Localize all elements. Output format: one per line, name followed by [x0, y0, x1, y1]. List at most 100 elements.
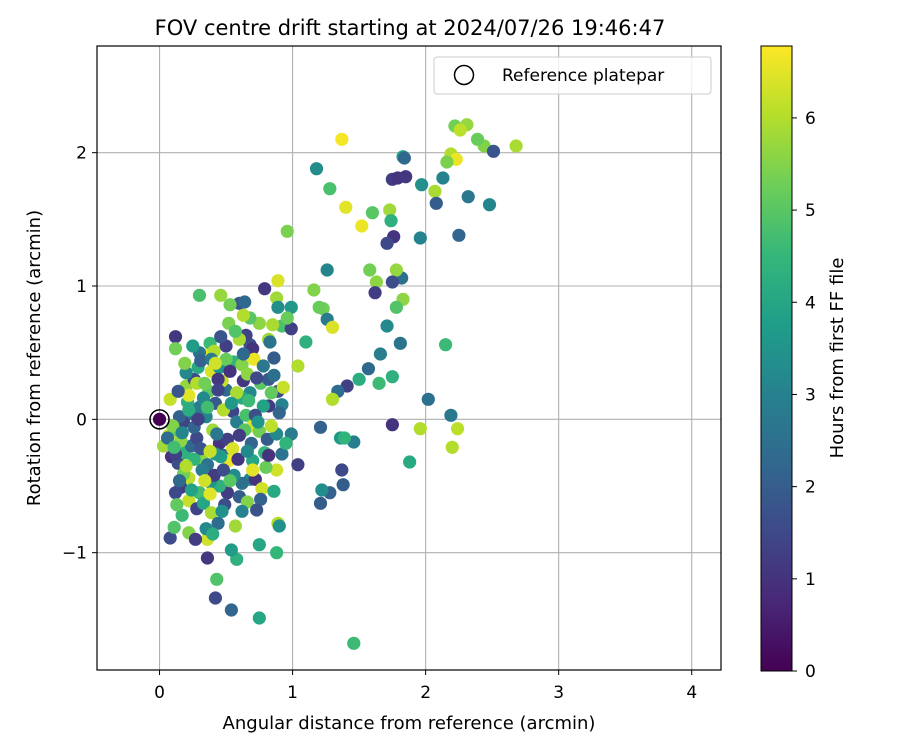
scatter-point [163, 392, 177, 406]
scatter-point [240, 444, 254, 458]
scatter-point [258, 282, 272, 296]
scatter-point [271, 274, 285, 288]
scatter-point [373, 347, 387, 361]
y-tick-label: −1 [62, 544, 87, 564]
scatter-point [211, 372, 225, 386]
scatter-point [309, 162, 324, 176]
scatter-point [210, 572, 224, 586]
colorbar-tick-label: 4 [805, 293, 816, 313]
scatter-point [393, 336, 407, 350]
scatter-point [385, 418, 399, 432]
scatter-point [223, 474, 237, 488]
x-tick-label: 0 [154, 683, 165, 703]
scatter-point [347, 636, 361, 650]
scatter-point [223, 298, 237, 312]
scatter-point [186, 339, 200, 353]
scatter-point [279, 436, 293, 450]
scatter-point [208, 591, 223, 605]
scatter-point [313, 496, 328, 510]
scatter-point [383, 203, 397, 217]
scatter-point [175, 508, 189, 522]
scatter-point [172, 474, 187, 488]
scatter-point [166, 419, 180, 433]
scatter-point [219, 352, 233, 366]
scatter-point [235, 504, 249, 518]
colorbar-tick-label: 3 [805, 385, 816, 405]
scatter-point [203, 444, 217, 458]
scatter-point [335, 132, 349, 146]
colorbar [760, 45, 793, 672]
scatter-point [262, 448, 276, 462]
y-axis-ticks: −1 0 1 2 [62, 144, 97, 564]
scatter-point [385, 275, 399, 289]
scatter-point [313, 420, 328, 434]
scatter-point [444, 408, 458, 422]
scatter-point [325, 392, 340, 406]
scatter-point [167, 440, 181, 454]
scatter-point [284, 322, 298, 336]
scatter-point [397, 151, 411, 165]
scatter-point [246, 463, 260, 477]
data-points [149, 118, 523, 650]
scatter-point [280, 311, 294, 325]
scatter-point [413, 231, 427, 245]
scatter-point [272, 406, 286, 420]
scatter-point [230, 415, 244, 429]
scatter-point [436, 171, 450, 185]
scatter-point [160, 431, 175, 445]
scatter-point [267, 368, 281, 382]
legend-box: Reference platepar [433, 56, 712, 95]
scatter-point [182, 388, 196, 402]
scatter-point [236, 347, 250, 361]
x-axis-ticks: 0 1 2 3 4 [154, 670, 697, 703]
scatter-point [224, 396, 238, 410]
scatter-point [252, 538, 266, 552]
scatter-point [312, 300, 326, 314]
scatter-point [214, 330, 228, 344]
scatter-point [438, 338, 453, 352]
scatter-point [215, 504, 229, 518]
grid-lines [97, 46, 721, 670]
scatter-point [223, 364, 237, 378]
scatter-point [450, 422, 465, 436]
x-tick-label: 4 [686, 683, 697, 703]
scatter-point [196, 496, 211, 510]
scatter-point [470, 132, 485, 146]
scatter-point [384, 214, 398, 228]
scatter-point [254, 492, 268, 506]
scatter-point [200, 551, 215, 565]
scatter-point [168, 330, 183, 344]
colorbar-tick-label: 0 [805, 662, 816, 682]
scatter-point [250, 371, 264, 385]
scatter-point [194, 354, 208, 368]
scatter-point [271, 300, 285, 314]
scatter-point [216, 463, 230, 477]
scatter-point [415, 178, 429, 192]
y-tick-label: 0 [76, 410, 87, 430]
scatter-point [198, 376, 212, 390]
scatter-point [323, 182, 337, 196]
scatter-point [252, 611, 266, 625]
scatter-point [198, 474, 212, 488]
scatter-point [235, 476, 249, 490]
scatter-point [211, 383, 225, 397]
scatter-point [170, 498, 184, 512]
scatter-point [256, 399, 270, 413]
x-tick-label: 1 [287, 683, 298, 703]
scatter-point [192, 288, 207, 302]
scatter-point [267, 484, 281, 498]
scatter-point [184, 483, 199, 497]
y-tick-label: 2 [76, 144, 87, 164]
scatter-point [399, 170, 413, 184]
scatter-point [228, 519, 242, 533]
scatter-point [452, 228, 466, 242]
scatter-point [307, 283, 321, 297]
scatter-point [263, 335, 277, 349]
scatter-point [264, 386, 278, 400]
x-tick-label: 2 [420, 683, 431, 703]
scatter-point [361, 362, 376, 376]
scatter-point [242, 394, 256, 408]
scatter-point [208, 356, 223, 370]
scatter-point [339, 200, 353, 214]
